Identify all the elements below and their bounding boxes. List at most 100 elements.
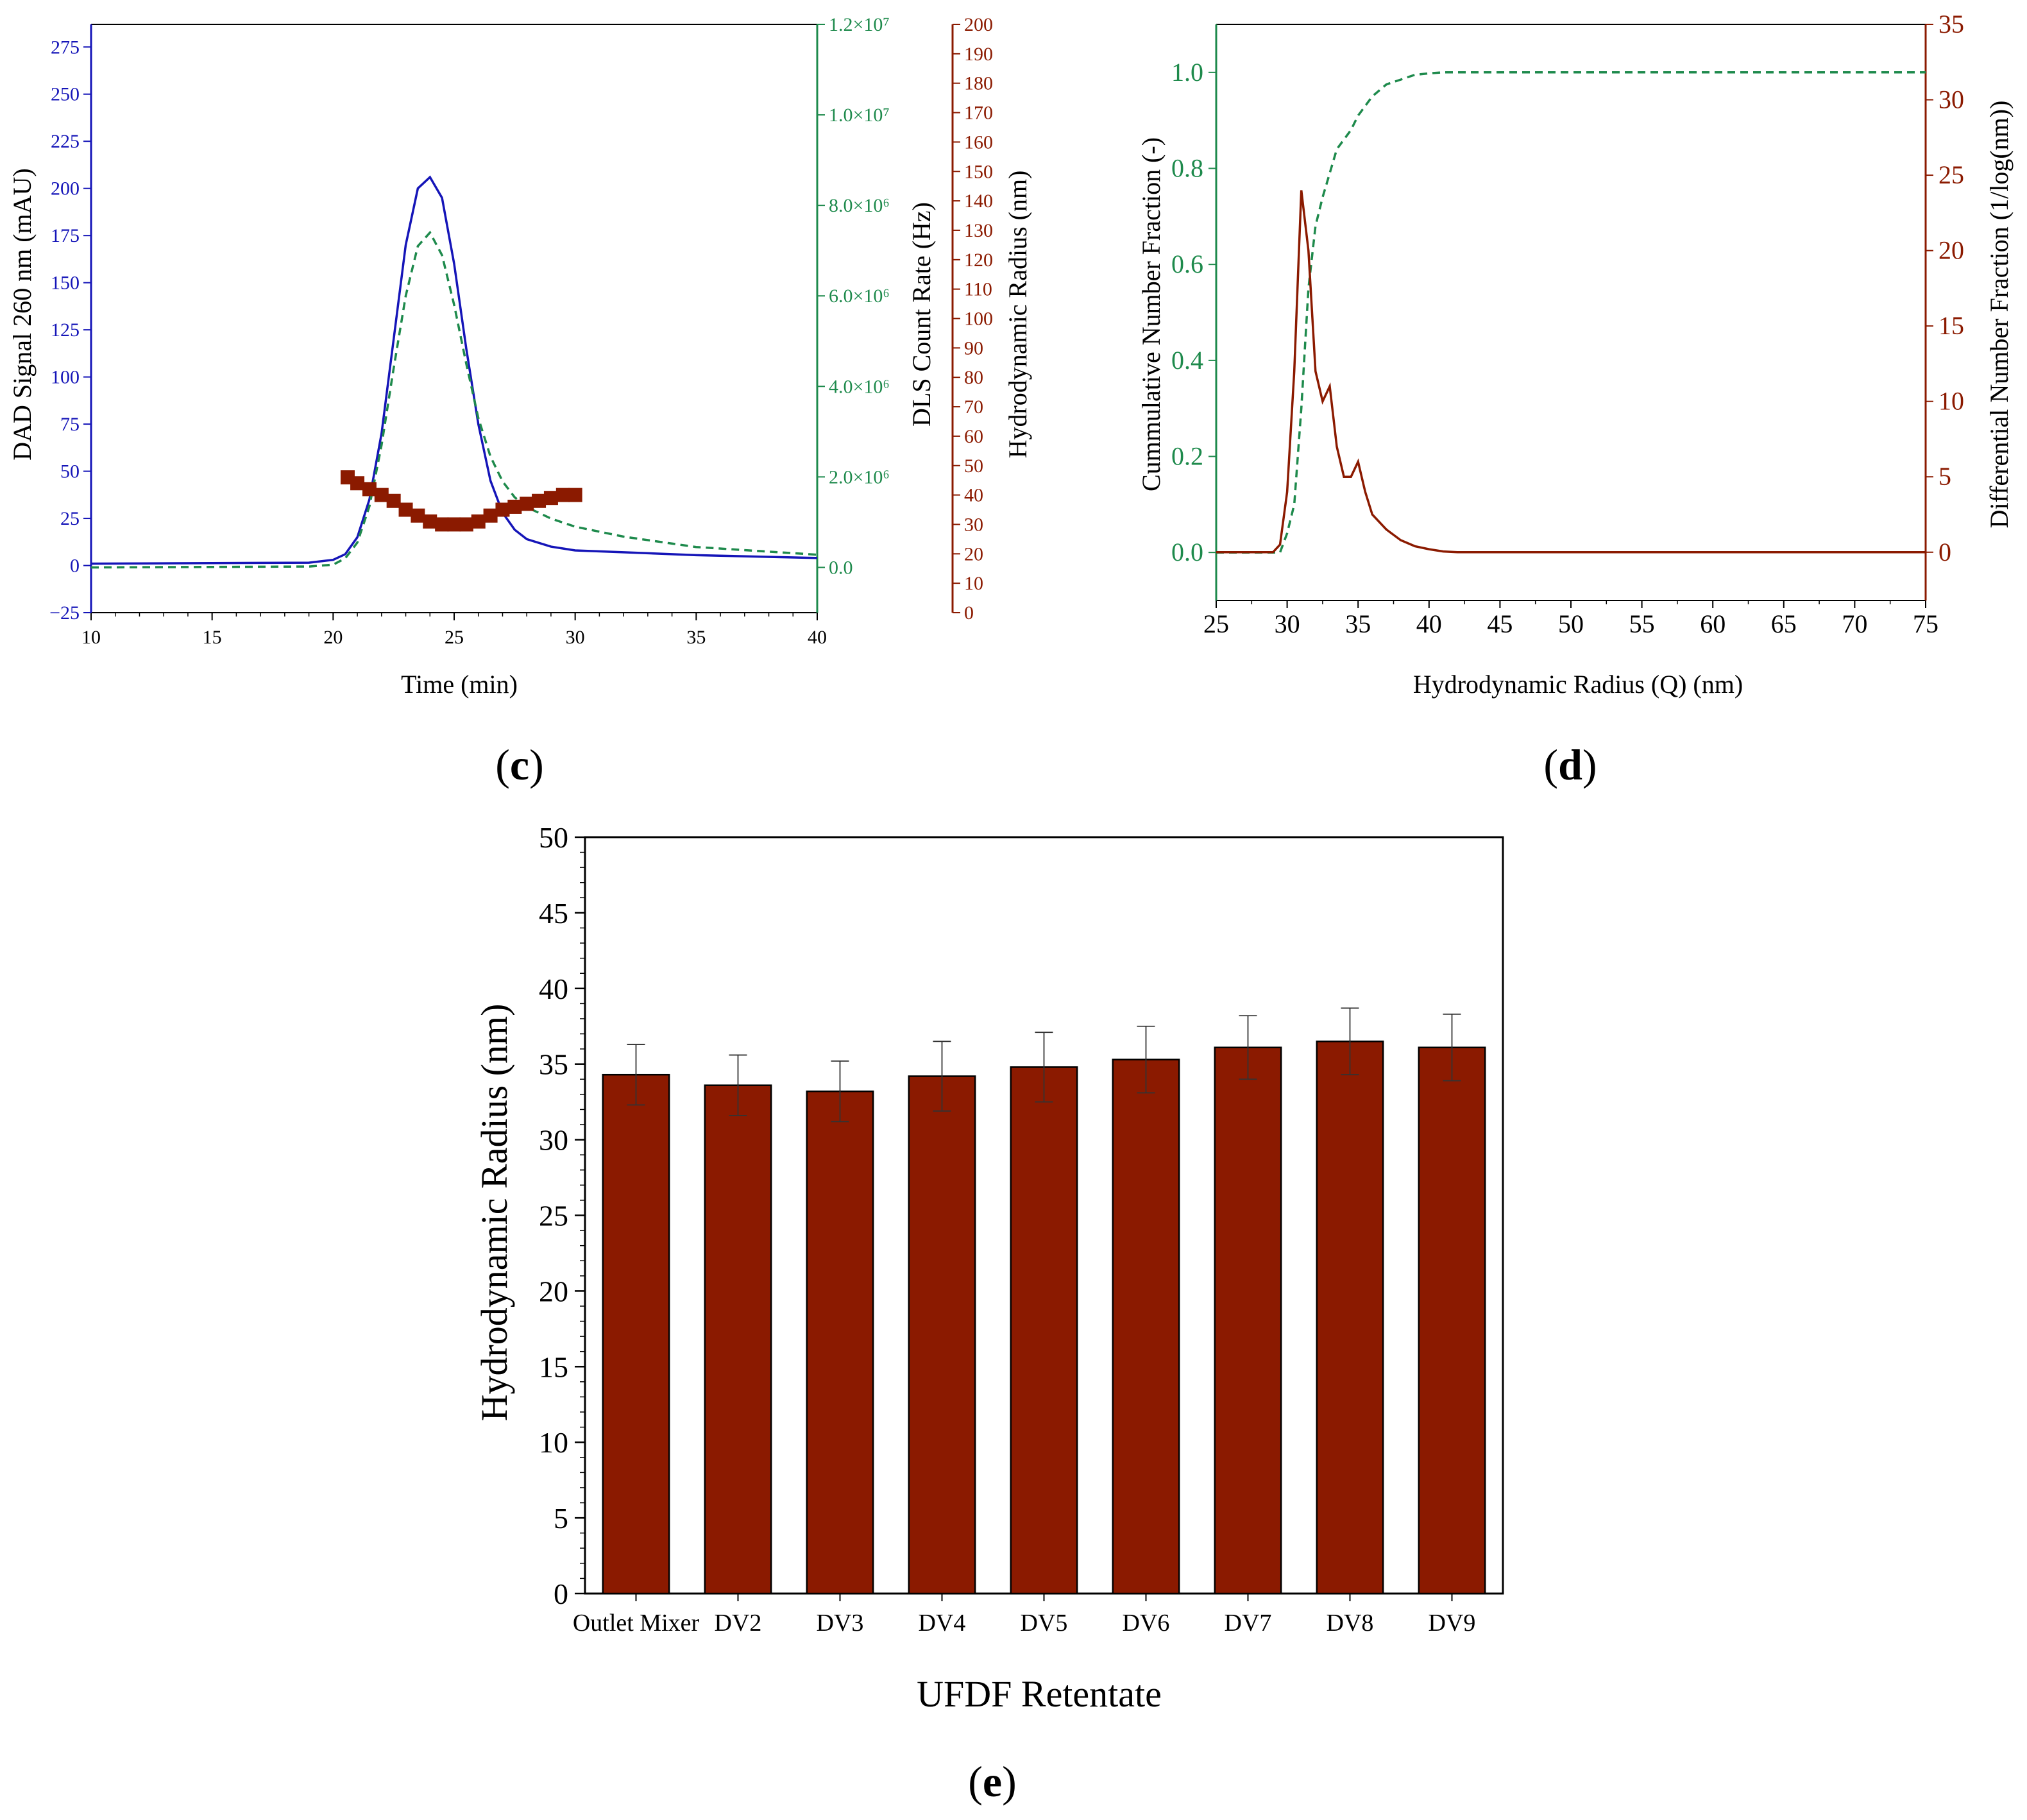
chart-c-y-right1-tick-label: 2.0×10⁶	[829, 466, 890, 488]
chart-c-series-radius-point	[447, 517, 461, 532]
chart-c-y-right2-tick-label: 70	[964, 396, 983, 418]
chart-c-x-tick-label: 25	[445, 627, 464, 648]
chart-d-x-tick-label: 65	[1771, 609, 1797, 638]
chart-c-y-left-tick-label: −25	[49, 602, 80, 624]
chart-c-series-radius-point	[507, 499, 522, 514]
chart-e-x-tick-label: DV9	[1429, 1610, 1476, 1637]
chart-d-y-right-tick-label: 5	[1938, 462, 1951, 491]
chart-c-series-radius-point	[411, 508, 425, 523]
chart-d-y-right-tick-label: 30	[1938, 85, 1964, 114]
chart-e-bar	[1010, 1066, 1078, 1595]
chart-c-y-left-tick-label: 200	[51, 178, 80, 200]
chart-d-y-left-tick-label: 0.0	[1171, 538, 1203, 566]
chart-c-y-right2-tick-label: 120	[964, 250, 993, 271]
chart-c-y-left-tick-label: 275	[51, 37, 80, 58]
chart-c-series-radius-point	[459, 517, 473, 532]
panel-c: 10 15 20 25 30 35 40−2502550751001251501752002…	[8, 14, 1032, 699]
chart-e-y-tick-label: 35	[539, 1048, 568, 1081]
chart-c-y-left-tick-label: 75	[60, 414, 80, 435]
chart-c-series-dls	[90, 230, 818, 569]
chart-c-y-right1-tick-label: 1.0×10⁷	[829, 105, 890, 126]
panel-label-e: (e)	[968, 1757, 1017, 1806]
chart-c-y-left-tick-label: 175	[51, 225, 80, 246]
chart-c-series-dad	[90, 175, 818, 565]
chart-c-y-left-tick-label: 250	[51, 84, 80, 105]
chart-e-plot-area: 0 5 10 15 20 25 30 35 40 45 50 Outlet Mixer DV2 DV3 DV…	[539, 821, 1504, 1637]
chart-c-series-radius-point	[435, 517, 450, 532]
chart-c-y-right2-tick-label: 160	[964, 132, 993, 153]
chart-c-y-right1-tick-label: 1.2×10⁷	[829, 14, 890, 35]
chart-c-series-radius-point	[568, 488, 582, 502]
chart-e-bar	[1316, 1041, 1384, 1595]
chart-d-y-left-tick-label: 1.0	[1171, 58, 1203, 87]
chart-c-series-radius-point	[374, 488, 389, 502]
chart-c-y-right2-tick-label: 170	[964, 103, 993, 124]
chart-d-plot-area: 25 30 35 40 45 50 55 60 65 70 750.00.20.40.60.81.0…	[1171, 10, 1964, 638]
chart-d-y-right-tick-label: 25	[1938, 160, 1964, 189]
chart-e-bar	[602, 1073, 670, 1595]
chart-c-y-right2-tick-label: 110	[964, 279, 992, 300]
chart-c-x-tick-label: 40	[808, 627, 827, 648]
chart-c-y-left-tick-label: 150	[51, 273, 80, 294]
chart-e-x-tick-label: DV4	[919, 1610, 966, 1637]
chart-c-y-right1-tick-label: 6.0×10⁶	[829, 285, 890, 307]
chart-c-series-radius-point	[556, 488, 570, 502]
chart-c-y-left-tick-label: 25	[60, 508, 80, 529]
chart-c-y-right1-tick-label: 8.0×10⁶	[829, 195, 890, 216]
chart-d-y-right-tick-label: 15	[1938, 311, 1964, 340]
chart-c-x-tick-label: 10	[81, 627, 101, 648]
chart-c-series-radius-point	[495, 502, 510, 517]
chart-c-x-tick-label: 35	[686, 627, 706, 648]
chart-d-y-left-axis-label: Cummulative Number Fraction (-)	[1137, 137, 1166, 491]
chart-c-y-right2-tick-label: 10	[964, 573, 983, 594]
chart-c-series-radius-point	[398, 502, 413, 517]
chart-e-y-tick-label: 10	[539, 1426, 568, 1459]
chart-c-x-tick-label: 30	[566, 627, 585, 648]
chart-c-y-right2-tick-label: 30	[964, 514, 983, 535]
chart-c-y-left-tick-label: 100	[51, 367, 80, 388]
chart-e-y-tick-label: 0	[554, 1578, 568, 1610]
chart-c-x-tick-label: 15	[203, 627, 222, 648]
chart-d-x-tick-label: 75	[1913, 609, 1938, 638]
chart-d-y-right-tick-label: 20	[1938, 236, 1964, 265]
chart-c-y-right1-tick-label: 4.0×10⁶	[829, 376, 890, 397]
chart-d-x-tick-label: 50	[1558, 609, 1584, 638]
chart-e-y-tick-label: 25	[539, 1200, 568, 1232]
chart-c-series-radius-point	[423, 514, 437, 529]
chart-c-y-left-tick-label: 50	[60, 461, 80, 482]
chart-e-x-tick-label: DV6	[1123, 1610, 1170, 1637]
chart-c-y-right2-tick-label: 40	[964, 485, 983, 506]
chart-e-bar	[908, 1075, 976, 1595]
chart-c-y-right2-tick-label: 180	[964, 73, 993, 94]
chart-e-y-axis-label: Hydrodynamic Radius (nm)	[473, 1004, 515, 1422]
chart-e-x-tick-label: DV5	[1021, 1610, 1068, 1637]
chart-c-y-right2-tick-label: 150	[964, 161, 993, 182]
chart-c-series-radius-point	[483, 508, 498, 523]
chart-e-y-tick-label: 45	[539, 897, 568, 930]
chart-c-y-left-tick-label: 225	[51, 131, 80, 152]
chart-e-bar	[1214, 1046, 1282, 1595]
chart-d-y-left-tick-label: 0.2	[1171, 442, 1203, 471]
chart-c-series-radius-point	[543, 491, 558, 506]
chart-d-series-cumulative	[1216, 71, 1926, 554]
chart-d-x-tick-label: 55	[1629, 609, 1655, 638]
chart-c-series-radius-point	[350, 476, 365, 491]
chart-c-y-right2-tick-label: 140	[964, 191, 993, 212]
chart-d-y-left-tick-label: 0.6	[1171, 250, 1203, 278]
chart-d-x-tick-label: 70	[1842, 609, 1867, 638]
chart-c-y-right2-tick-label: 90	[964, 337, 983, 359]
chart-c-y-right2-tick-label: 60	[964, 426, 983, 447]
chart-c-y-right2-tick-label: 0	[964, 602, 974, 624]
chart-d-y-right-axis-label: Differential Number Fraction (1/log(nm))	[1985, 101, 2014, 529]
chart-c-y-right2-tick-label: 200	[964, 14, 993, 35]
chart-e-bar	[704, 1084, 772, 1595]
panel-e: 0 5 10 15 20 25 30 35 40 45 50 Outlet Mixer DV2 DV3 DV…	[473, 821, 1504, 1715]
chart-d-x-tick-label: 40	[1416, 609, 1442, 638]
chart-d-y-left-tick-label: 0.8	[1171, 154, 1203, 183]
chart-d-y-right-tick-label: 0	[1938, 538, 1951, 566]
chart-d-y-right-tick-label: 10	[1938, 387, 1964, 416]
chart-d-y-right-tick-label: 35	[1938, 10, 1964, 38]
chart-e-bar	[1418, 1046, 1486, 1595]
chart-c-series-radius-point	[362, 482, 377, 497]
